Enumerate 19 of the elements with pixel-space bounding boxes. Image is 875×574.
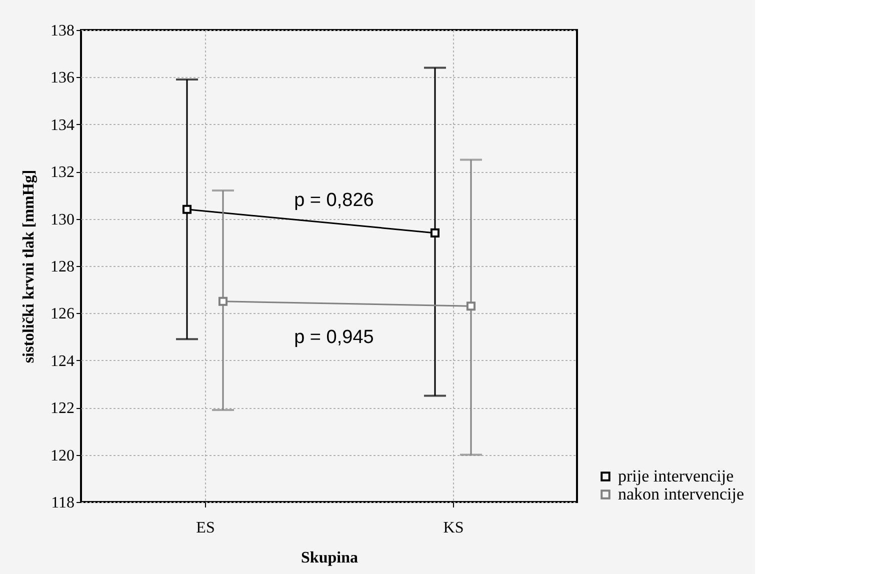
x-axis-title: Skupina [301, 550, 358, 566]
legend-label: prije intervencije [618, 466, 734, 486]
y-tick-label: 130 [50, 211, 74, 228]
legend-label: nakon intervencije [618, 484, 744, 504]
y-tick-label: 136 [50, 70, 74, 87]
annotation: p = 0,826 [294, 190, 374, 211]
x-tick-label: ES [196, 520, 215, 536]
y-tick-label: 118 [51, 494, 74, 512]
x-tick-label: KS [443, 520, 464, 536]
y-tick-label: 128 [50, 258, 74, 276]
annotation: p = 0,945 [294, 326, 374, 348]
y-tick-label: 132 [50, 164, 74, 182]
y-tick-label: 120 [50, 447, 74, 464]
y-tick-label: 122 [50, 400, 74, 418]
y-tick-label: 126 [50, 306, 74, 323]
y-axis-title: sistolički krvni tlak [mmHg] [20, 170, 38, 364]
y-tick-label: 124 [50, 352, 74, 370]
y-tick-label: 138 [50, 22, 74, 40]
y-tick-label: 134 [50, 116, 74, 134]
